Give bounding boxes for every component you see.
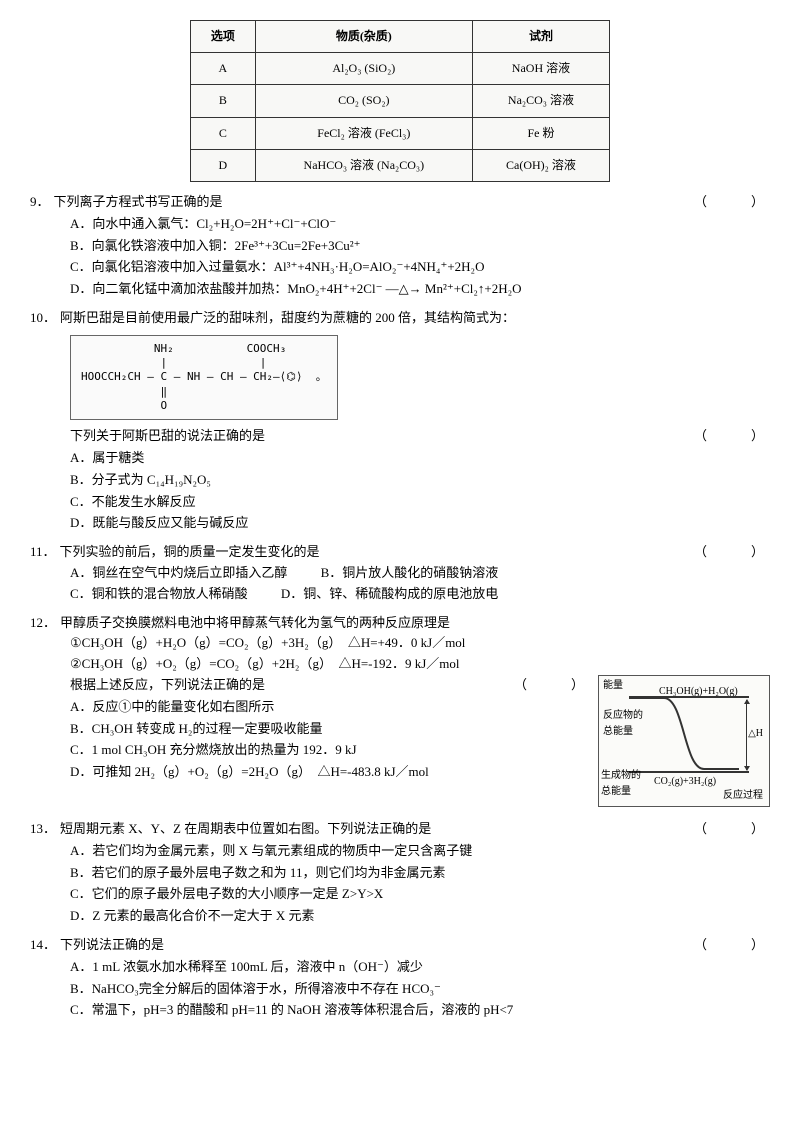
table-row: CFeCl₂ 溶液 (FeCl₃)Fe 粉 bbox=[191, 117, 610, 149]
q8-table: 选项 物质(杂质) 试剂 AAl₂O₃ (SiO₂)NaOH 溶液 BCO₂ (… bbox=[190, 20, 610, 182]
q14-option-a: A．1 mL 浓氨水加水稀释至 100mL 后，溶液中 n（OH⁻）减少 bbox=[70, 957, 770, 978]
q9-option-a: A．向水中通入氯气：Cl₂+H₂O=2H⁺+Cl⁻+ClO⁻ bbox=[70, 214, 770, 235]
col-option: 选项 bbox=[191, 21, 256, 53]
q13-option-d: D．Z 元素的最高化合价不一定大于 X 元素 bbox=[70, 906, 770, 927]
diagram-ylabel: 能量 bbox=[603, 678, 623, 694]
col-substance: 物质(杂质) bbox=[255, 21, 472, 53]
q10-option-b: B．分子式为 C₁₄H₁₉N₂O₅ bbox=[70, 470, 770, 491]
q11-option-c: C．铜和铁的混合物放人稀硝酸 bbox=[70, 584, 248, 605]
q10-stem: 阿斯巴甜是目前使用最广泛的甜味剂，甜度约为蔗糖的 200 倍，其结构简式为： bbox=[60, 308, 770, 329]
diagram-xlabel: 反应过程 bbox=[723, 788, 763, 804]
q13-option-b: B．若它们的原子最外层电子数之和为 11，则它们均为非金属元素 bbox=[70, 863, 770, 884]
question-9: 9． 下列离子方程式书写正确的是 （ ） A．向水中通入氯气：Cl₂+H₂O=2… bbox=[30, 192, 770, 300]
diagram-bottom-formula: CO₂(g)+3H₂(g) bbox=[654, 774, 716, 790]
q10-substem: 下列关于阿斯巴甜的说法正确的是 bbox=[70, 426, 694, 447]
q10-option-d: D．既能与酸反应又能与碱反应 bbox=[70, 513, 770, 534]
energy-curve-icon bbox=[629, 696, 739, 771]
q12-stem: 甲醇质子交换膜燃料电池中将甲醇蒸气转化为氢气的两种反应原理是 bbox=[60, 613, 770, 634]
q14-number: 14． bbox=[30, 935, 56, 956]
question-11: 11． 下列实验的前后，铜的质量一定发生变化的是 （ ） A．铜丝在空气中灼烧后… bbox=[30, 542, 770, 604]
q11-option-d: D．铜、锌、稀硫酸构成的原电池放电 bbox=[281, 584, 498, 605]
answer-blank: （ ） bbox=[694, 426, 770, 447]
diagram-delta-h: △H bbox=[748, 726, 763, 742]
energy-diagram: 能量 CH₃OH(g)+H₂O(g) 反应物的 总能量 △H 生成物的 总能量 … bbox=[598, 675, 770, 807]
answer-blank: （ ） bbox=[694, 192, 770, 213]
q14-option-b: B．NaHCO₃完全分解后的固体溶于水，所得溶液中不存在 HCO₃⁻ bbox=[70, 979, 770, 1000]
delta-h-arrow-icon bbox=[746, 700, 747, 770]
q13-number: 13． bbox=[30, 819, 56, 840]
q10-number: 10． bbox=[30, 308, 56, 329]
diagram-product-label: 生成物的 总能量 bbox=[601, 768, 641, 800]
question-12: 12． 甲醇质子交换膜燃料电池中将甲醇蒸气转化为氢气的两种反应原理是 ①CH₃O… bbox=[30, 613, 770, 811]
q14-stem: 下列说法正确的是 bbox=[60, 935, 694, 956]
table-row: AAl₂O₃ (SiO₂)NaOH 溶液 bbox=[191, 53, 610, 85]
table-header-row: 选项 物质(杂质) 试剂 bbox=[191, 21, 610, 53]
answer-blank: （ ） bbox=[514, 675, 590, 696]
q14-option-c: C．常温下，pH=3 的醋酸和 pH=11 的 NaOH 溶液等体积混合后，溶液… bbox=[70, 1000, 770, 1021]
aspartame-structure: NH₂ COOCH₃ | | HOOCCH₂CH — C — NH — CH —… bbox=[70, 335, 338, 420]
col-reagent: 试剂 bbox=[472, 21, 609, 53]
answer-blank: （ ） bbox=[694, 819, 770, 840]
q11-number: 11． bbox=[30, 542, 56, 563]
q12-reaction-2: ②CH₃OH（g）+O₂（g）=CO₂（g）+2H₂（g） △H=-192．9 … bbox=[30, 654, 770, 675]
question-14: 14． 下列说法正确的是 （ ） A．1 mL 浓氨水加水稀释至 100mL 后… bbox=[30, 935, 770, 1021]
q9-stem: 下列离子方程式书写正确的是 bbox=[54, 192, 694, 213]
answer-blank: （ ） bbox=[694, 542, 770, 563]
question-10: 10． 阿斯巴甜是目前使用最广泛的甜味剂，甜度约为蔗糖的 200 倍，其结构简式… bbox=[30, 308, 770, 534]
q12-substem: 根据上述反应，下列说法正确的是 bbox=[70, 675, 514, 696]
q12-reaction-1: ①CH₃OH（g）+H₂O（g）=CO₂（g）+3H₂（g） △H=+49．0 … bbox=[30, 633, 770, 654]
answer-blank: （ ） bbox=[694, 935, 770, 956]
q12-number: 12． bbox=[30, 613, 56, 634]
table-row: BCO₂ (SO₂)Na₂CO₃ 溶液 bbox=[191, 85, 610, 117]
q9-number: 9． bbox=[30, 192, 50, 213]
q9-option-d: D．向二氧化锰中滴加浓盐酸并加热：MnO₂+4H⁺+2Cl⁻ —△→ Mn²⁺+… bbox=[70, 279, 770, 300]
question-13: 13． 短周期元素 X、Y、Z 在周期表中位置如右图。下列说法正确的是 （ ） … bbox=[30, 819, 770, 927]
table-row: DNaHCO₃ 溶液 (Na₂CO₃)Ca(OH)₂ 溶液 bbox=[191, 149, 610, 181]
q10-option-c: C．不能发生水解反应 bbox=[70, 492, 770, 513]
q11-option-b: B．铜片放人酸化的硝酸钠溶液 bbox=[321, 563, 499, 584]
q11-option-a: A．铜丝在空气中灼烧后立即插入乙醇 bbox=[70, 563, 287, 584]
q9-option-b: B．向氯化铁溶液中加入铜：2Fe³⁺+3Cu=2Fe+3Cu²⁺ bbox=[70, 236, 770, 257]
q13-option-a: A．若它们均为金属元素，则 X 与氧元素组成的物质中一定只含离子键 bbox=[70, 841, 770, 862]
q13-stem: 短周期元素 X、Y、Z 在周期表中位置如右图。下列说法正确的是 bbox=[60, 819, 694, 840]
q11-stem: 下列实验的前后，铜的质量一定发生变化的是 bbox=[60, 542, 694, 563]
q10-option-a: A．属于糖类 bbox=[70, 448, 770, 469]
substance-table: 选项 物质(杂质) 试剂 AAl₂O₃ (SiO₂)NaOH 溶液 BCO₂ (… bbox=[190, 20, 610, 182]
q13-option-c: C．它们的原子最外层电子数的大小顺序一定是 Z>Y>X bbox=[70, 884, 770, 905]
q9-option-c: C．向氯化铝溶液中加入过量氨水：Al³⁺+4NH₃·H₂O=AlO₂⁻+4NH₄… bbox=[70, 257, 770, 278]
